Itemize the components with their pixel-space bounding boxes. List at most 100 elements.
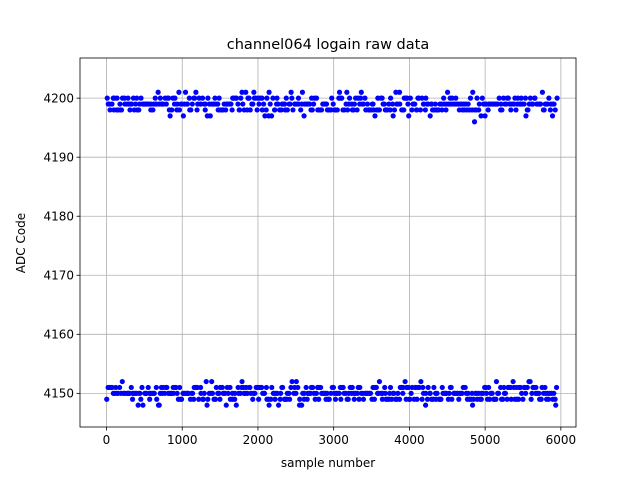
data-point (470, 89, 476, 95)
data-point (219, 384, 225, 391)
data-point (201, 390, 207, 396)
data-point (541, 107, 547, 113)
data-point (545, 396, 552, 402)
data-point (419, 95, 425, 101)
data-point (527, 95, 533, 101)
data-point (136, 107, 142, 113)
data-point (113, 384, 119, 391)
data-point (554, 95, 560, 101)
data-point (547, 107, 553, 113)
data-point (309, 107, 315, 113)
data-point (299, 402, 305, 408)
data-point (465, 390, 471, 396)
data-point (493, 396, 499, 402)
data-point (382, 390, 388, 396)
data-point (263, 384, 270, 391)
data-point (379, 396, 385, 402)
data-point (504, 396, 510, 402)
data-point (138, 396, 144, 402)
data-point (508, 107, 514, 113)
data-point (316, 396, 322, 402)
data-point (202, 101, 208, 107)
data-point (412, 101, 418, 107)
y-tick-label: 4200 (43, 91, 74, 105)
data-point (323, 101, 330, 107)
data-point (215, 101, 221, 107)
data-point (485, 107, 491, 113)
data-point (212, 95, 218, 101)
data-point (329, 95, 335, 101)
data-point (289, 378, 295, 385)
data-point (418, 378, 424, 385)
data-point (216, 95, 222, 101)
data-point (269, 384, 275, 391)
data-point (173, 384, 179, 391)
data-point (456, 396, 462, 402)
data-point (520, 396, 526, 402)
data-point (552, 396, 558, 402)
y-tick-label: 4190 (43, 150, 74, 164)
data-point (357, 384, 363, 391)
data-point (529, 390, 535, 396)
data-point (409, 107, 415, 113)
x-tick-label: 0 (103, 433, 111, 447)
data-point (533, 384, 539, 391)
data-point (117, 101, 123, 107)
data-point (172, 95, 178, 101)
data-point (178, 396, 185, 402)
data-point (254, 107, 260, 113)
data-point (268, 396, 274, 402)
data-point (538, 396, 544, 402)
data-point (360, 396, 367, 402)
y-axis-label: ADC Code (14, 213, 28, 273)
data-point (125, 95, 131, 101)
data-point (203, 378, 209, 385)
data-point (549, 113, 556, 119)
data-point (313, 390, 320, 396)
data-point (184, 101, 191, 107)
data-point (498, 101, 504, 107)
data-point (505, 95, 511, 101)
data-point (423, 390, 429, 396)
data-point (286, 390, 292, 396)
data-point (293, 390, 299, 396)
data-point (432, 101, 438, 107)
data-point (238, 95, 244, 101)
data-point (313, 95, 320, 101)
data-point (354, 390, 361, 396)
data-point (277, 396, 283, 402)
data-point (551, 101, 557, 107)
data-point (439, 107, 445, 113)
data-point (376, 378, 383, 385)
data-point (397, 101, 403, 107)
data-point (310, 384, 316, 391)
data-point (232, 396, 238, 402)
data-point (552, 107, 558, 113)
data-point (405, 101, 411, 107)
data-point (381, 101, 387, 107)
data-point (354, 107, 360, 113)
data-point (118, 107, 125, 113)
data-point (449, 95, 455, 101)
data-point (462, 384, 468, 391)
data-point (358, 95, 364, 101)
data-point (346, 95, 353, 101)
data-point (283, 95, 289, 101)
data-point (332, 396, 339, 402)
data-point (104, 95, 110, 101)
data-point (261, 390, 268, 396)
data-point (538, 101, 544, 107)
data-point (298, 107, 304, 113)
data-point (422, 402, 429, 408)
data-point (414, 107, 420, 113)
data-point (478, 113, 484, 119)
data-point (500, 396, 506, 402)
data-point (499, 107, 505, 113)
data-point (389, 396, 395, 402)
data-point (448, 384, 454, 391)
data-point (216, 390, 222, 396)
data-point (163, 101, 169, 107)
data-point (272, 107, 278, 113)
